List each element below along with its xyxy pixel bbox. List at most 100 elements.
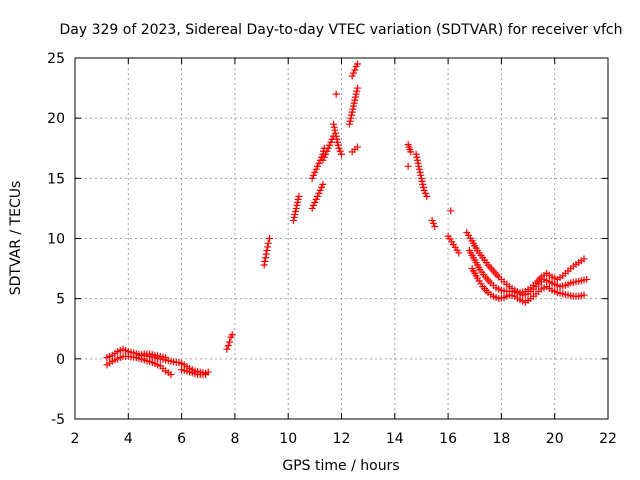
data-point bbox=[324, 144, 332, 152]
data-point bbox=[260, 261, 268, 269]
data-point bbox=[415, 165, 423, 173]
data-point bbox=[336, 147, 344, 155]
y-tick-label: 10 bbox=[47, 232, 65, 248]
data-point bbox=[294, 195, 302, 203]
data-point bbox=[308, 174, 316, 182]
data-point bbox=[167, 370, 175, 378]
data-point bbox=[419, 183, 427, 191]
y-tick-label: 15 bbox=[47, 171, 65, 187]
data-point bbox=[332, 132, 340, 140]
x-tick-label: 20 bbox=[546, 431, 564, 447]
data-point bbox=[315, 189, 323, 197]
x-tick-labels: 2 4 6 8 10 12 14 16 18 20 22 bbox=[71, 431, 617, 447]
data-point bbox=[228, 331, 236, 339]
data-point bbox=[349, 69, 357, 77]
data-point bbox=[447, 207, 455, 215]
data-point bbox=[308, 204, 316, 212]
data-point bbox=[326, 141, 334, 149]
data-point bbox=[314, 192, 322, 200]
data-point bbox=[318, 183, 326, 191]
data-point bbox=[319, 180, 327, 188]
axis-ticks bbox=[74, 57, 609, 420]
data-point bbox=[347, 111, 355, 119]
data-point bbox=[431, 222, 439, 230]
data-point bbox=[351, 66, 359, 74]
y-axis-label: SDTVAR / TECUs bbox=[8, 181, 24, 296]
data-point bbox=[583, 275, 591, 283]
series-seg-b2 bbox=[178, 366, 210, 378]
data-point bbox=[162, 354, 170, 362]
data-point bbox=[312, 165, 320, 173]
data-point bbox=[418, 177, 426, 185]
x-tick-label: 22 bbox=[599, 431, 617, 447]
data-point bbox=[353, 84, 361, 92]
x-axis-label: GPS time / hours bbox=[282, 458, 399, 474]
data-point bbox=[330, 120, 338, 128]
series-seg-h5 bbox=[447, 207, 455, 215]
data-point bbox=[310, 171, 318, 179]
data-point bbox=[263, 247, 271, 255]
data-point bbox=[316, 186, 324, 194]
data-point bbox=[580, 255, 588, 263]
data-point bbox=[295, 192, 303, 200]
series-seg-h2 bbox=[404, 162, 412, 170]
data-point bbox=[322, 150, 330, 158]
x-tick-label: 10 bbox=[279, 431, 297, 447]
x-tick-label: 14 bbox=[386, 431, 404, 447]
data-point bbox=[346, 117, 354, 125]
data-point bbox=[327, 138, 335, 146]
data-point bbox=[266, 235, 274, 242]
series-seg-g1 bbox=[332, 90, 340, 98]
chart-title: Day 329 of 2023, Sidereal Day-to-day VTE… bbox=[59, 22, 622, 38]
series-seg-h4 bbox=[428, 216, 439, 230]
data-point bbox=[264, 243, 272, 251]
data-point bbox=[414, 159, 422, 167]
data-point bbox=[419, 180, 427, 188]
data-point bbox=[294, 198, 302, 206]
data-point bbox=[353, 60, 361, 68]
data-point bbox=[580, 291, 588, 299]
data-point bbox=[290, 213, 298, 221]
series-seg-f4 bbox=[330, 120, 345, 158]
data-point bbox=[311, 168, 319, 176]
data-point bbox=[262, 254, 270, 262]
data-point bbox=[420, 186, 428, 194]
data-point bbox=[404, 162, 412, 170]
data-point bbox=[351, 93, 359, 101]
data-point bbox=[332, 129, 340, 137]
data-point bbox=[261, 257, 269, 265]
data-points bbox=[103, 60, 591, 378]
y-tick-label: 25 bbox=[47, 51, 65, 67]
series-seg-c bbox=[223, 331, 236, 353]
data-point bbox=[262, 250, 270, 258]
data-point bbox=[334, 141, 342, 149]
data-point bbox=[223, 345, 231, 353]
data-point bbox=[348, 108, 356, 116]
series-seg-e bbox=[290, 192, 303, 224]
data-point bbox=[407, 148, 415, 156]
data-point bbox=[310, 201, 318, 209]
series-seg-i3 bbox=[465, 247, 591, 299]
data-point bbox=[314, 162, 322, 170]
data-point bbox=[331, 126, 339, 134]
series-seg-h3 bbox=[412, 150, 431, 200]
data-point bbox=[311, 198, 319, 206]
data-point bbox=[202, 370, 210, 378]
data-point bbox=[319, 156, 327, 164]
data-point bbox=[332, 90, 340, 98]
data-point bbox=[429, 219, 437, 227]
data-point bbox=[335, 144, 343, 152]
data-point bbox=[348, 72, 356, 80]
series-seg-h1 bbox=[404, 141, 415, 156]
data-point bbox=[323, 147, 331, 155]
series-seg-g2 bbox=[345, 84, 361, 128]
data-point bbox=[320, 153, 328, 161]
y-tick-label: -5 bbox=[51, 412, 65, 428]
x-tick-label: 18 bbox=[492, 431, 510, 447]
data-point bbox=[291, 210, 299, 218]
data-point bbox=[415, 162, 423, 170]
data-point bbox=[338, 150, 345, 158]
data-point bbox=[347, 114, 355, 122]
